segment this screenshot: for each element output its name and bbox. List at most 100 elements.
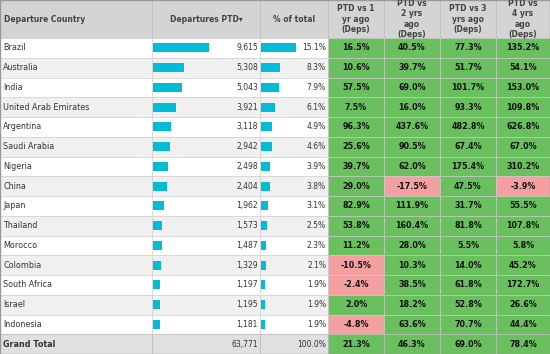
Bar xyxy=(260,334,328,354)
Bar xyxy=(152,58,260,78)
Bar xyxy=(152,156,260,176)
Text: % of total: % of total xyxy=(273,15,315,23)
Bar xyxy=(440,295,496,314)
Bar xyxy=(440,235,496,255)
Bar xyxy=(328,0,384,38)
Bar xyxy=(328,275,384,295)
Bar xyxy=(496,97,550,117)
Bar xyxy=(152,295,260,314)
Bar xyxy=(328,295,384,314)
Text: 3.8%: 3.8% xyxy=(307,182,326,190)
Bar xyxy=(496,176,550,196)
Text: 5,308: 5,308 xyxy=(236,63,258,72)
Bar xyxy=(328,255,384,275)
Text: India: India xyxy=(3,83,23,92)
Bar xyxy=(152,235,260,255)
Text: -4.8%: -4.8% xyxy=(343,320,368,329)
Text: Brazil: Brazil xyxy=(3,44,26,52)
Text: 1,487: 1,487 xyxy=(236,241,258,250)
Text: 31.7%: 31.7% xyxy=(454,201,482,210)
Text: 153.0%: 153.0% xyxy=(507,83,540,92)
Bar xyxy=(440,334,496,354)
Bar xyxy=(384,38,440,58)
Bar xyxy=(328,78,384,97)
Bar xyxy=(496,58,550,78)
Bar xyxy=(0,137,152,156)
Text: 3,921: 3,921 xyxy=(236,103,258,112)
Bar xyxy=(328,334,384,354)
Text: PTD vs 3
yrs ago
(Deps): PTD vs 3 yrs ago (Deps) xyxy=(449,4,487,34)
Bar xyxy=(260,216,328,235)
Text: Australia: Australia xyxy=(3,63,38,72)
Bar xyxy=(440,58,496,78)
Bar xyxy=(152,0,260,38)
Bar xyxy=(260,58,328,78)
Text: 52.8%: 52.8% xyxy=(454,300,482,309)
Text: 61.8%: 61.8% xyxy=(454,280,482,289)
Bar xyxy=(328,58,384,78)
Text: 1,962: 1,962 xyxy=(236,201,258,210)
Text: 1.9%: 1.9% xyxy=(307,280,326,289)
Bar xyxy=(0,334,152,354)
Text: 160.4%: 160.4% xyxy=(395,221,428,230)
Bar xyxy=(496,314,550,334)
Text: 11.2%: 11.2% xyxy=(342,241,370,250)
Text: 2.1%: 2.1% xyxy=(307,261,326,270)
Bar xyxy=(328,137,384,156)
Text: 8.3%: 8.3% xyxy=(307,63,326,72)
Bar xyxy=(0,58,152,78)
Text: 2,404: 2,404 xyxy=(236,182,258,190)
Bar xyxy=(261,261,266,269)
Text: 39.7%: 39.7% xyxy=(342,162,370,171)
Text: 46.3%: 46.3% xyxy=(398,339,426,349)
Text: 62.0%: 62.0% xyxy=(398,162,426,171)
Bar xyxy=(0,314,152,334)
Bar xyxy=(153,261,161,269)
Text: 5.8%: 5.8% xyxy=(512,241,534,250)
Bar xyxy=(261,63,280,72)
Bar xyxy=(260,255,328,275)
Text: 1,329: 1,329 xyxy=(236,261,258,270)
Bar xyxy=(153,44,209,52)
Bar xyxy=(0,38,152,58)
Text: 4.6%: 4.6% xyxy=(307,142,326,151)
Text: 18.2%: 18.2% xyxy=(398,300,426,309)
Text: Morocco: Morocco xyxy=(3,241,37,250)
Text: Grand Total: Grand Total xyxy=(3,339,56,349)
Bar xyxy=(260,0,328,38)
Bar xyxy=(261,221,267,230)
Bar xyxy=(440,216,496,235)
Text: 5.5%: 5.5% xyxy=(457,241,479,250)
Bar xyxy=(440,78,496,97)
Text: Israel: Israel xyxy=(3,300,25,309)
Bar xyxy=(0,216,152,235)
Bar xyxy=(152,117,260,137)
Bar xyxy=(261,300,266,309)
Bar xyxy=(496,156,550,176)
Bar xyxy=(153,63,184,72)
Bar xyxy=(261,162,270,171)
Bar xyxy=(440,275,496,295)
Text: 10.6%: 10.6% xyxy=(342,63,370,72)
Bar xyxy=(496,275,550,295)
Bar xyxy=(152,97,260,117)
Text: 53.8%: 53.8% xyxy=(342,221,370,230)
Text: 67.4%: 67.4% xyxy=(454,142,482,151)
Text: 63,771: 63,771 xyxy=(232,339,258,349)
Text: 175.4%: 175.4% xyxy=(452,162,485,171)
Bar xyxy=(0,0,152,38)
Text: -2.4%: -2.4% xyxy=(343,280,368,289)
Bar xyxy=(328,156,384,176)
Bar xyxy=(384,275,440,295)
Bar xyxy=(260,314,328,334)
Bar xyxy=(384,314,440,334)
Bar xyxy=(328,216,384,235)
Text: 1,181: 1,181 xyxy=(236,320,258,329)
Bar xyxy=(384,0,440,38)
Text: 482.8%: 482.8% xyxy=(451,122,485,131)
Text: 38.5%: 38.5% xyxy=(398,280,426,289)
Bar xyxy=(496,235,550,255)
Text: Indonesia: Indonesia xyxy=(3,320,42,329)
Text: -3.9%: -3.9% xyxy=(510,182,536,190)
Bar xyxy=(0,275,152,295)
